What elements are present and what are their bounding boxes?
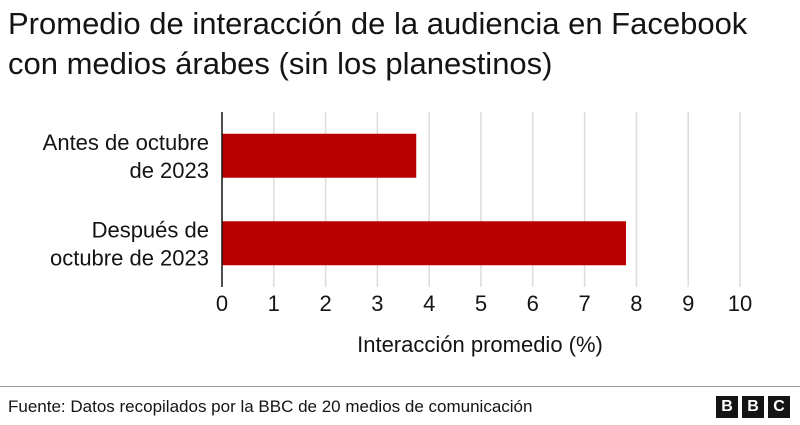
- chart-title: Promedio de interacción de la audiencia …: [8, 6, 748, 81]
- footer-divider: [0, 386, 800, 387]
- logo-letter: B: [742, 396, 764, 418]
- category-label: Después de: [92, 217, 209, 242]
- bar-chart: Antes de octubre de 2023 Después de octubre…: [43, 112, 752, 357]
- bbc-logo: B B C: [716, 396, 790, 418]
- x-tick-labels: 0 1 2 3 4 5 6 7 8 9 10: [216, 291, 752, 316]
- source-note: Fuente: Datos recopilados por la BBC de …: [8, 397, 533, 416]
- category-label: octubre de 2023: [50, 245, 209, 270]
- x-tick-label: 3: [371, 291, 383, 316]
- x-tick-label: 1: [268, 291, 280, 316]
- x-tick-label: 8: [630, 291, 642, 316]
- x-tick-label: 7: [578, 291, 590, 316]
- x-tick-label: 5: [475, 291, 487, 316]
- category-label: de 2023: [129, 158, 209, 183]
- category-labels: Antes de octubre de 2023 Después de octubre…: [43, 130, 209, 271]
- bar: [222, 221, 627, 266]
- logo-letter: B: [716, 396, 738, 418]
- bar: [222, 133, 417, 178]
- x-tick-label: 9: [682, 291, 694, 316]
- x-axis-title: Interacción promedio (%): [357, 332, 603, 357]
- x-tick-label: 0: [216, 291, 228, 316]
- x-tick-label: 10: [728, 291, 752, 316]
- x-tick-label: 6: [527, 291, 539, 316]
- category-label: Antes de octubre: [43, 130, 209, 155]
- x-tick-label: 4: [423, 291, 435, 316]
- logo-letter: C: [768, 396, 790, 418]
- x-tick-label: 2: [319, 291, 331, 316]
- bars: [222, 133, 627, 266]
